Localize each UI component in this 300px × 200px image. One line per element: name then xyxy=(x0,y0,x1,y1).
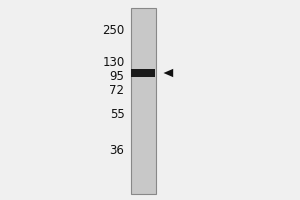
Text: 55: 55 xyxy=(110,108,124,121)
Text: 95: 95 xyxy=(110,71,124,84)
Bar xyxy=(131,69,155,77)
Bar xyxy=(130,8,156,194)
Text: 130: 130 xyxy=(102,56,124,70)
Polygon shape xyxy=(164,69,173,77)
Text: 72: 72 xyxy=(110,84,124,98)
Text: 250: 250 xyxy=(102,24,124,38)
Text: 36: 36 xyxy=(110,144,124,158)
